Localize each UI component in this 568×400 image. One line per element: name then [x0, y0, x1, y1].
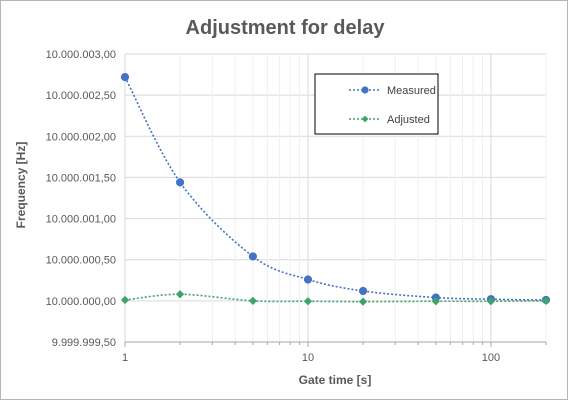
data-point-adjusted [431, 297, 440, 306]
data-point-adjusted [303, 297, 313, 306]
data-point-measured [303, 275, 313, 284]
legend-box [314, 73, 439, 135]
legend-marker-measured [361, 86, 369, 94]
data-point-adjusted [248, 296, 257, 305]
y-tick-label: 10.000.001,00 [46, 214, 116, 226]
data-point-adjusted [175, 290, 185, 299]
y-tick-label: 9.999.999,50 [52, 337, 116, 349]
x-tick-label: 1 [122, 352, 128, 364]
x-tick-label: 10 [302, 352, 314, 364]
y-tick-label: 10.000.002,00 [46, 131, 116, 143]
y-tick-label: 10.000.001,50 [46, 172, 116, 184]
series-line-measured [124, 76, 547, 301]
y-tick-label: 10.000.002,50 [46, 90, 116, 102]
data-point-measured [120, 72, 130, 82]
legend: Measured Adjusted [314, 73, 439, 135]
data-point-adjusted [486, 297, 496, 306]
series-layer [120, 72, 551, 306]
data-point-measured [175, 178, 185, 187]
axis-layer: 9.999.999,50 10.000.000,00 10.000.000,50 10… [46, 49, 547, 364]
y-axis-title: Frequency [Hz] [14, 142, 28, 229]
y-tick-label: 10.000.003,00 [46, 49, 116, 61]
y-tick-label: 10.000.000,00 [46, 296, 116, 308]
data-point-adjusted [541, 296, 551, 305]
legend-marker-adjusted [361, 115, 369, 123]
y-tick-label: 10.000.000,50 [46, 255, 116, 267]
chart-title: Adjustment for delay [186, 17, 386, 39]
x-tick-label: 100 [482, 352, 500, 364]
data-point-measured [358, 286, 368, 296]
data-point-adjusted [120, 295, 130, 305]
x-axis-title: Gate time [s] [299, 373, 372, 387]
legend-label-adjusted: Adjusted [387, 114, 430, 126]
data-point-adjusted [358, 297, 368, 306]
data-point-measured [248, 252, 257, 261]
legend-label-measured: Measured [387, 85, 436, 97]
